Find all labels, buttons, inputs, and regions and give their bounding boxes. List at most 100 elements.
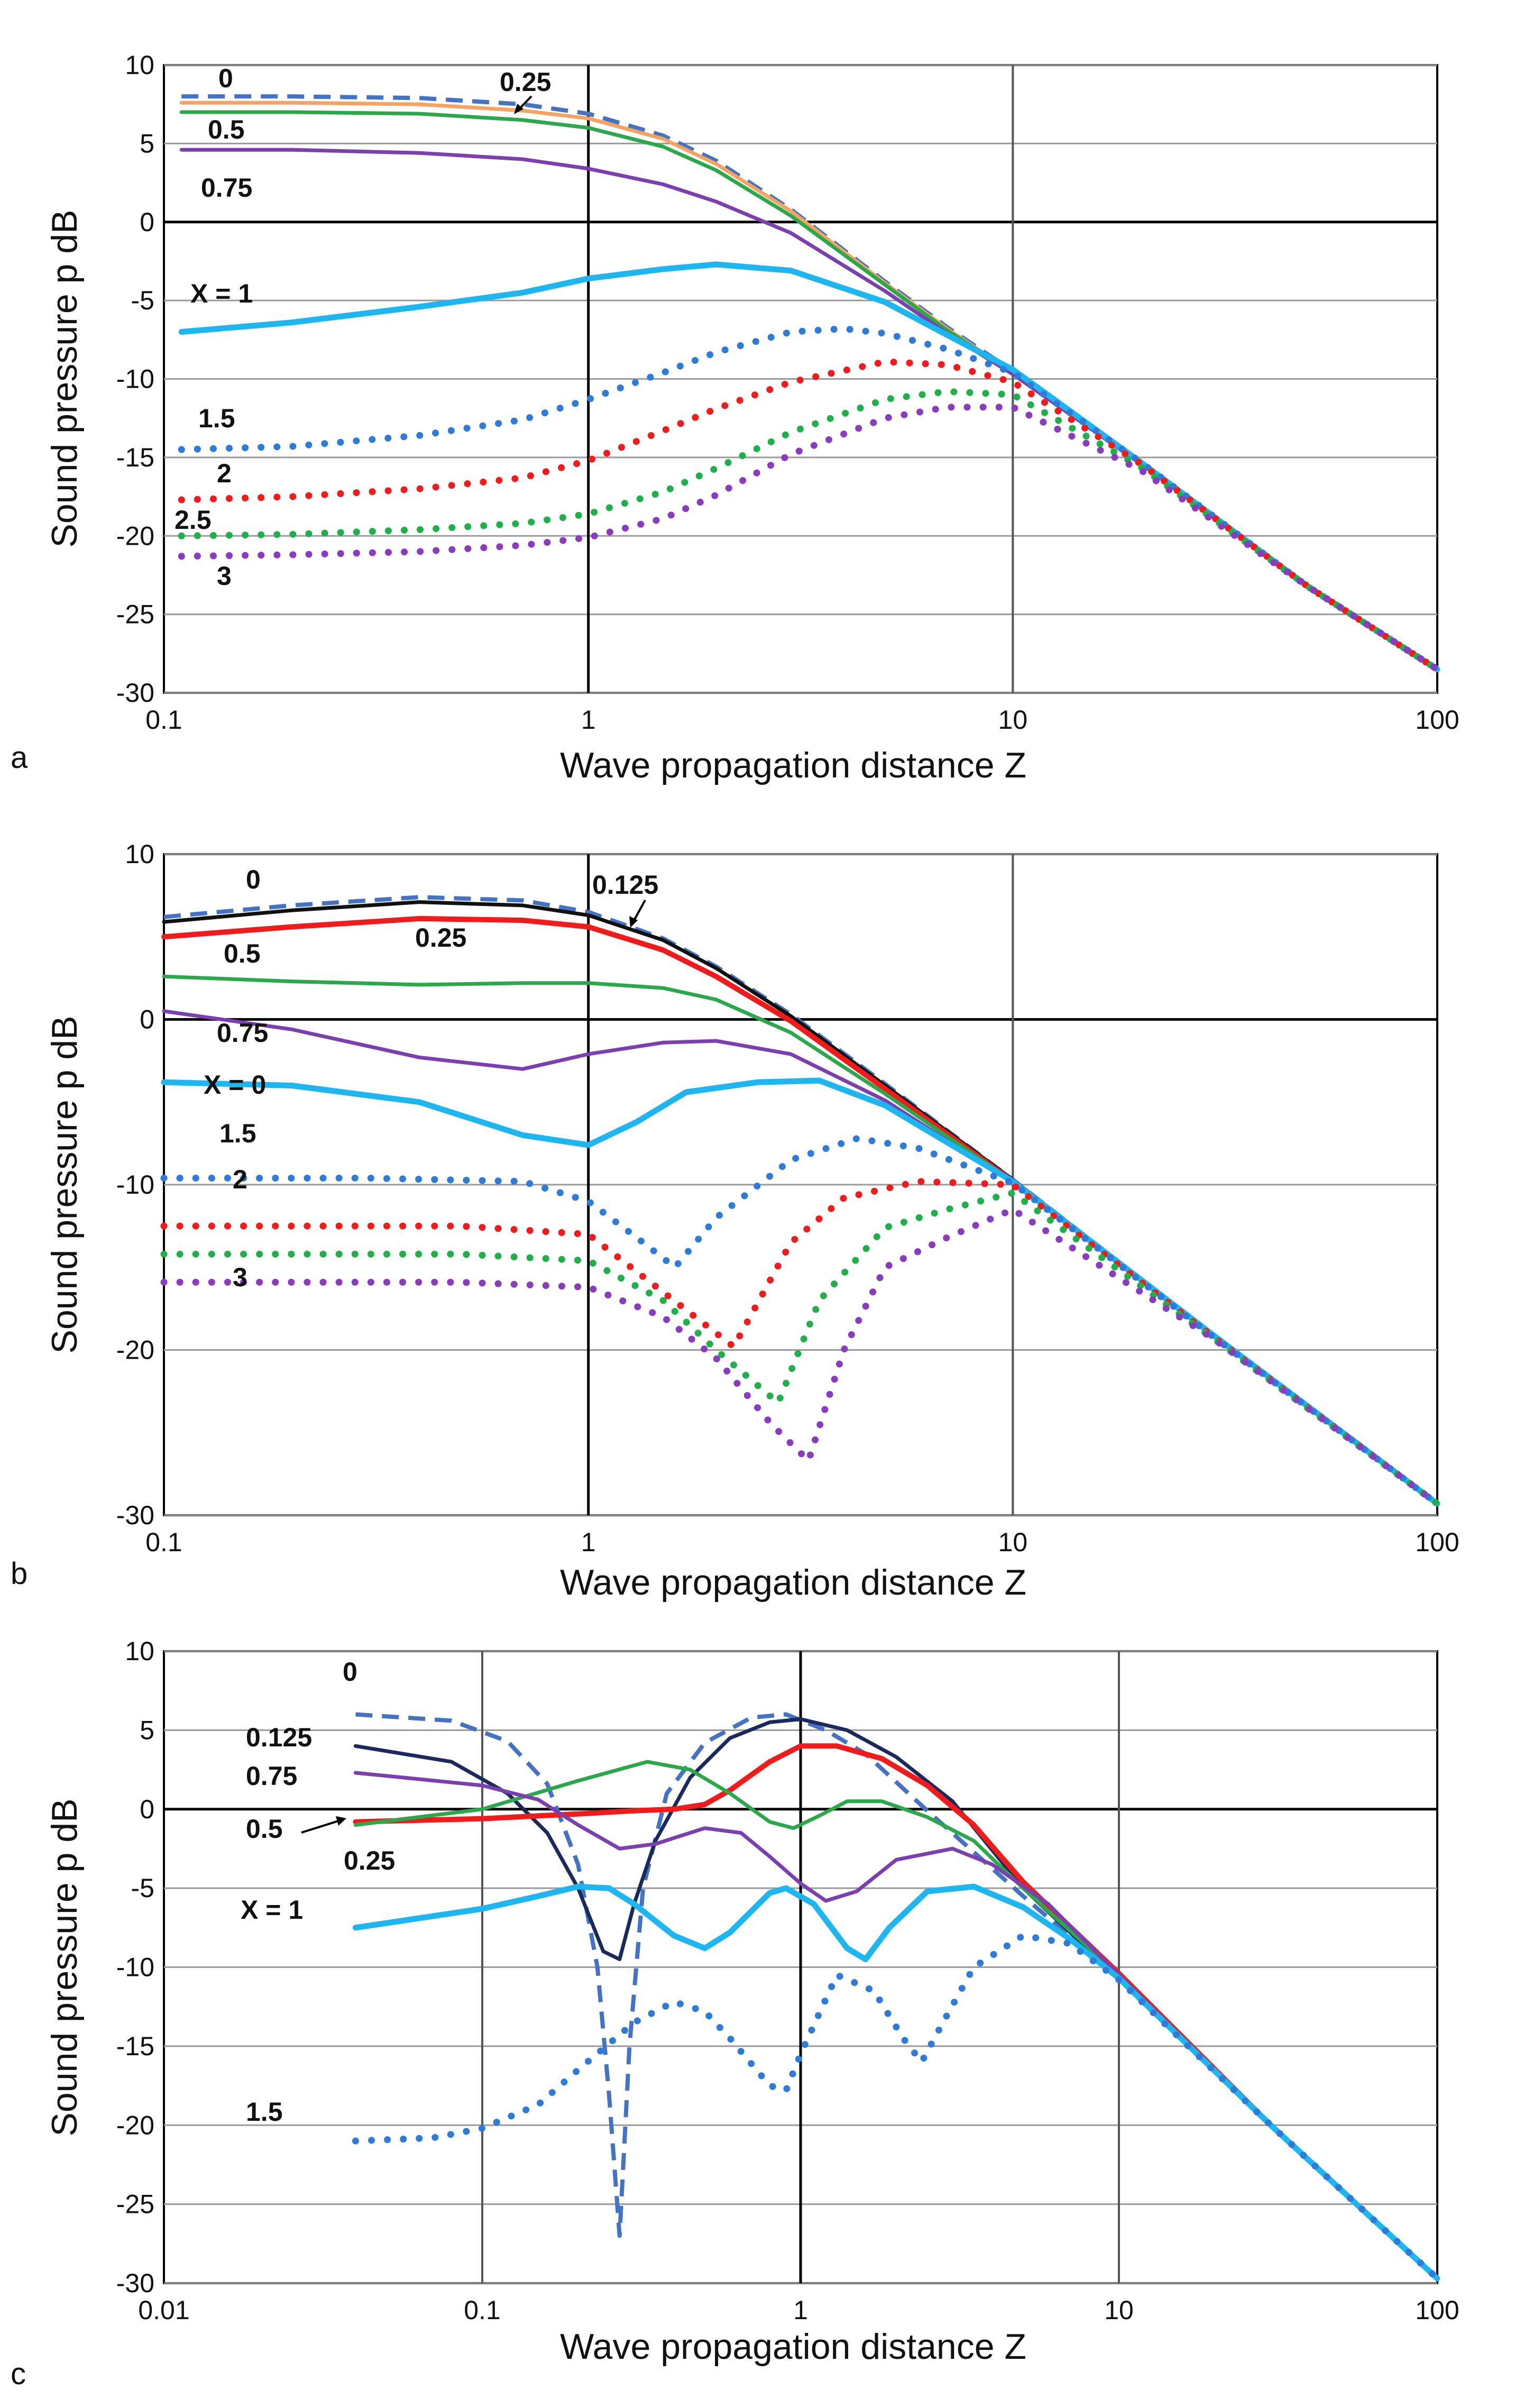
y-tick-label-a-1: 5 [140, 129, 154, 158]
label-c-0.75: 0.75 [246, 1761, 297, 1791]
label-a-0: 0 [218, 63, 233, 93]
label-a-3: 3 [217, 561, 232, 591]
x-tick-label-c-3: 10 [1104, 2295, 1134, 2325]
label-a-2: 2 [217, 459, 232, 488]
label-a-x1: X = 1 [190, 279, 253, 308]
series-a-5 [178, 325, 1441, 673]
arrowhead-a-0.25 [514, 104, 524, 114]
x-tick-label-a-3: 100 [1415, 705, 1459, 735]
y-tick-label-a-3: -5 [131, 286, 154, 315]
series-c-6 [352, 1932, 1441, 2282]
y-tick-label-c-7: -25 [116, 2190, 154, 2219]
x-tick-label-c-4: 100 [1415, 2295, 1459, 2325]
y-tick-label-b-4: -30 [116, 1500, 154, 1530]
curve-labels-c: 0 0.125 0.75 0.5 0.25 X = 1 1.5 [241, 1657, 395, 2127]
arrowhead-b-0.125 [629, 916, 638, 928]
y-tick-label-c-8: -30 [116, 2268, 154, 2298]
label-b-0: 0 [246, 865, 261, 894]
panel-a: 10 5 0 -5 -10 -15 -20 -25 -30 0.1 1 10 100 Wave pro… [11, 50, 1459, 785]
label-a-1.5: 1.5 [198, 404, 235, 433]
series-b-5 [161, 1077, 1440, 1507]
label-b-0.25: 0.25 [415, 923, 466, 953]
y-tick-label-c-5: -15 [116, 2031, 154, 2061]
series-a-8 [178, 404, 1441, 673]
label-c-0.25: 0.25 [344, 1846, 395, 1875]
series-c-5 [352, 1883, 1440, 2282]
y-tick-label-a-5: -15 [116, 443, 154, 472]
y-tick-label-a-2: 0 [140, 207, 154, 237]
x-tick-label-c-2: 1 [793, 2295, 808, 2325]
y-axis-label-b: Sound pressure p dB [44, 1016, 85, 1354]
label-b-x0: X = 0 [204, 1070, 266, 1100]
y-tick-label-a-4: -10 [116, 364, 154, 394]
series-a-4 [178, 261, 1440, 672]
label-b-0.125: 0.125 [592, 870, 658, 900]
panel-letter-c: c [11, 2357, 26, 2391]
x-tick-label-a-0: 0.1 [145, 705, 182, 735]
y-ticks-c: 10 5 0 -5 -10 -15 -20 -25 -30 [116, 1636, 154, 2298]
panel-letter-a: a [11, 740, 28, 775]
label-a-0.25: 0.25 [500, 67, 551, 97]
label-a-0.75: 0.75 [201, 173, 252, 203]
y-tick-label-a-6: -20 [116, 521, 154, 551]
y-tick-label-a-0: 10 [125, 50, 154, 80]
y-tick-label-b-3: -20 [116, 1335, 154, 1365]
label-b-3: 3 [233, 1262, 247, 1292]
label-c-1.5: 1.5 [246, 2097, 283, 2127]
x-tick-label-b-3: 100 [1415, 1527, 1459, 1557]
x-axis-label-a: Wave propagation distance Z [560, 745, 1026, 785]
label-c-0.5: 0.5 [246, 1814, 283, 1844]
panel-letter-b: b [11, 1556, 27, 1591]
label-b-0.5: 0.5 [224, 939, 261, 968]
arrowhead-c-0.5 [336, 1816, 346, 1826]
y-tick-label-a-8: -30 [116, 678, 154, 708]
label-a-0.5: 0.5 [208, 115, 245, 144]
x-ticks-a: 0.1 1 10 100 [145, 705, 1459, 735]
y-tick-label-b-1: 0 [140, 1005, 154, 1034]
series-b-7 [160, 1178, 1441, 1507]
y-tick-label-b-0: 10 [125, 839, 154, 869]
curve-labels-b: 0 0.125 0.25 0.5 0.75 X = 0 1.5 2 3 [204, 865, 658, 1292]
y-tick-label-c-6: -20 [116, 2110, 154, 2140]
series-c-1 [353, 1717, 1439, 2281]
y-tick-label-c-4: -10 [116, 1953, 154, 1982]
series-a-6 [178, 358, 1441, 673]
y-ticks-b: 10 0 -10 -20 -30 [116, 839, 154, 1530]
x-ticks-b: 0.1 1 10 100 [145, 1527, 1459, 1557]
series-c-3 [353, 1760, 1439, 2281]
label-c-0: 0 [343, 1657, 357, 1687]
label-b-0.75: 0.75 [217, 1018, 268, 1048]
label-b-2: 2 [233, 1165, 247, 1194]
x-tick-label-a-1: 1 [581, 705, 596, 735]
series-a-7 [178, 388, 1441, 673]
x-tick-label-b-2: 10 [998, 1527, 1028, 1557]
panel-b: 100-10-20-30 0.1 1 10 100 Wave propagation … [11, 839, 1459, 1603]
series-group-b [160, 895, 1441, 1507]
x-ticks-c: 0.01 0.1 1 10 100 [138, 2295, 1459, 2325]
series-group-c [352, 1712, 1441, 2282]
label-c-0.125: 0.125 [246, 1723, 312, 1752]
x-tick-label-a-2: 10 [998, 705, 1028, 735]
grid-b [164, 853, 1437, 1516]
y-tick-label-c-3: -5 [131, 1873, 154, 1903]
arrow-b-0.125 [632, 900, 646, 922]
label-a-2.5: 2.5 [175, 505, 212, 535]
label-b-1.5: 1.5 [219, 1119, 256, 1148]
series-group-a [178, 94, 1441, 673]
label-c-x1: X = 1 [241, 1895, 303, 1925]
y-tick-label-c-0: 10 [125, 1636, 154, 1666]
x-axis-label-b: Wave propagation distance Z [560, 1562, 1026, 1603]
y-axis-label-a: Sound pressure p dB [44, 210, 85, 548]
x-tick-label-c-0: 0.01 [138, 2295, 189, 2325]
y-ticks-a: 10 5 0 -5 -10 -15 -20 -25 -30 [116, 50, 154, 708]
series-c-4 [353, 1771, 1439, 2281]
y-tick-label-c-1: 5 [140, 1715, 154, 1745]
grid-c [164, 1650, 1437, 2284]
y-tick-label-c-2: 0 [140, 1794, 154, 1824]
y-tick-label-b-2: -10 [116, 1170, 154, 1200]
x-tick-label-b-0: 0.1 [145, 1527, 182, 1557]
x-tick-label-c-1: 0.1 [464, 2295, 501, 2325]
arrow-c-0.5 [301, 1820, 339, 1834]
y-tick-label-a-7: -25 [116, 600, 154, 629]
